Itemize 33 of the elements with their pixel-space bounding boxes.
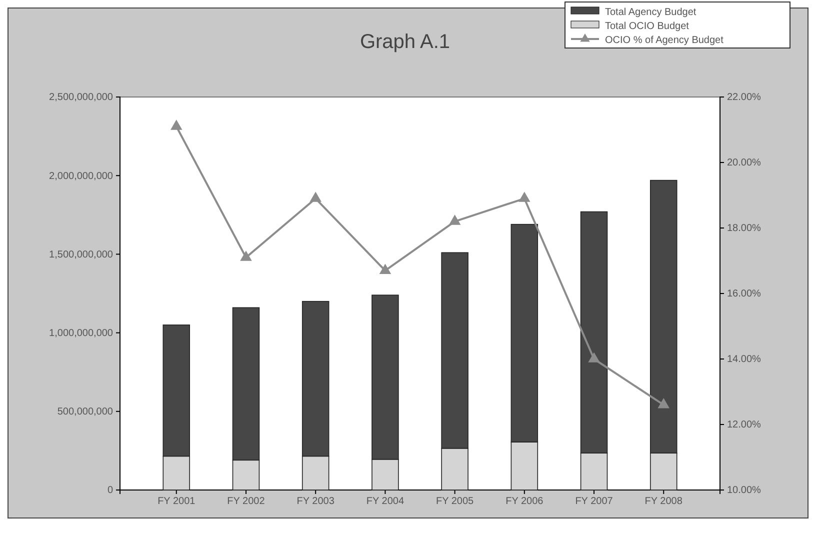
y2-tick-label: 14.00% — [727, 354, 762, 366]
point — [588, 352, 600, 362]
y2-tick-label: 20.00% — [727, 158, 762, 169]
point — [310, 192, 322, 202]
x-tick-label: FY 2008 — [644, 496, 683, 508]
y-tick-label: 500,000,000 — [57, 406, 114, 418]
x-tick-label: FY 2006 — [506, 496, 544, 508]
x-tick-label: FY 2005 — [436, 496, 474, 508]
chart-title: Graph A.1 — [360, 31, 450, 53]
legend-label: Total Agency Budget — [605, 7, 696, 18]
x-tick-label: FY 2002 — [227, 496, 266, 508]
x-tick-label: FY 2001 — [158, 496, 196, 508]
y2-tick-label: 18.00% — [727, 223, 762, 234]
y-tick-label: 0 — [107, 485, 114, 496]
point — [170, 120, 182, 130]
x-tick-label: FY 2004 — [366, 496, 404, 508]
legend-label: Total OCIO Budget — [605, 21, 690, 32]
point — [518, 192, 530, 202]
x-tick-label: FY 2007 — [575, 496, 614, 508]
point — [448, 214, 461, 225]
x-tick-label: FY 2003 — [296, 496, 335, 508]
point — [379, 264, 392, 274]
y-tick-label: 1,500,000,000 — [49, 249, 114, 260]
y2-tick-label: 22.00% — [727, 92, 762, 104]
point — [240, 250, 252, 261]
y2-tick-label: 10.00% — [727, 485, 762, 496]
legend-label: OCIO % of Agency Budget — [605, 35, 724, 46]
point — [658, 398, 670, 408]
y-tick-label: 2,000,000,000 — [49, 170, 114, 182]
y2-tick-label: 12.00% — [727, 420, 762, 431]
y2-tick-label: 16.00% — [727, 288, 762, 300]
y-tick-label: 2,500,000,000 — [49, 92, 114, 104]
y-tick-label: 1,000,000,000 — [49, 328, 114, 339]
